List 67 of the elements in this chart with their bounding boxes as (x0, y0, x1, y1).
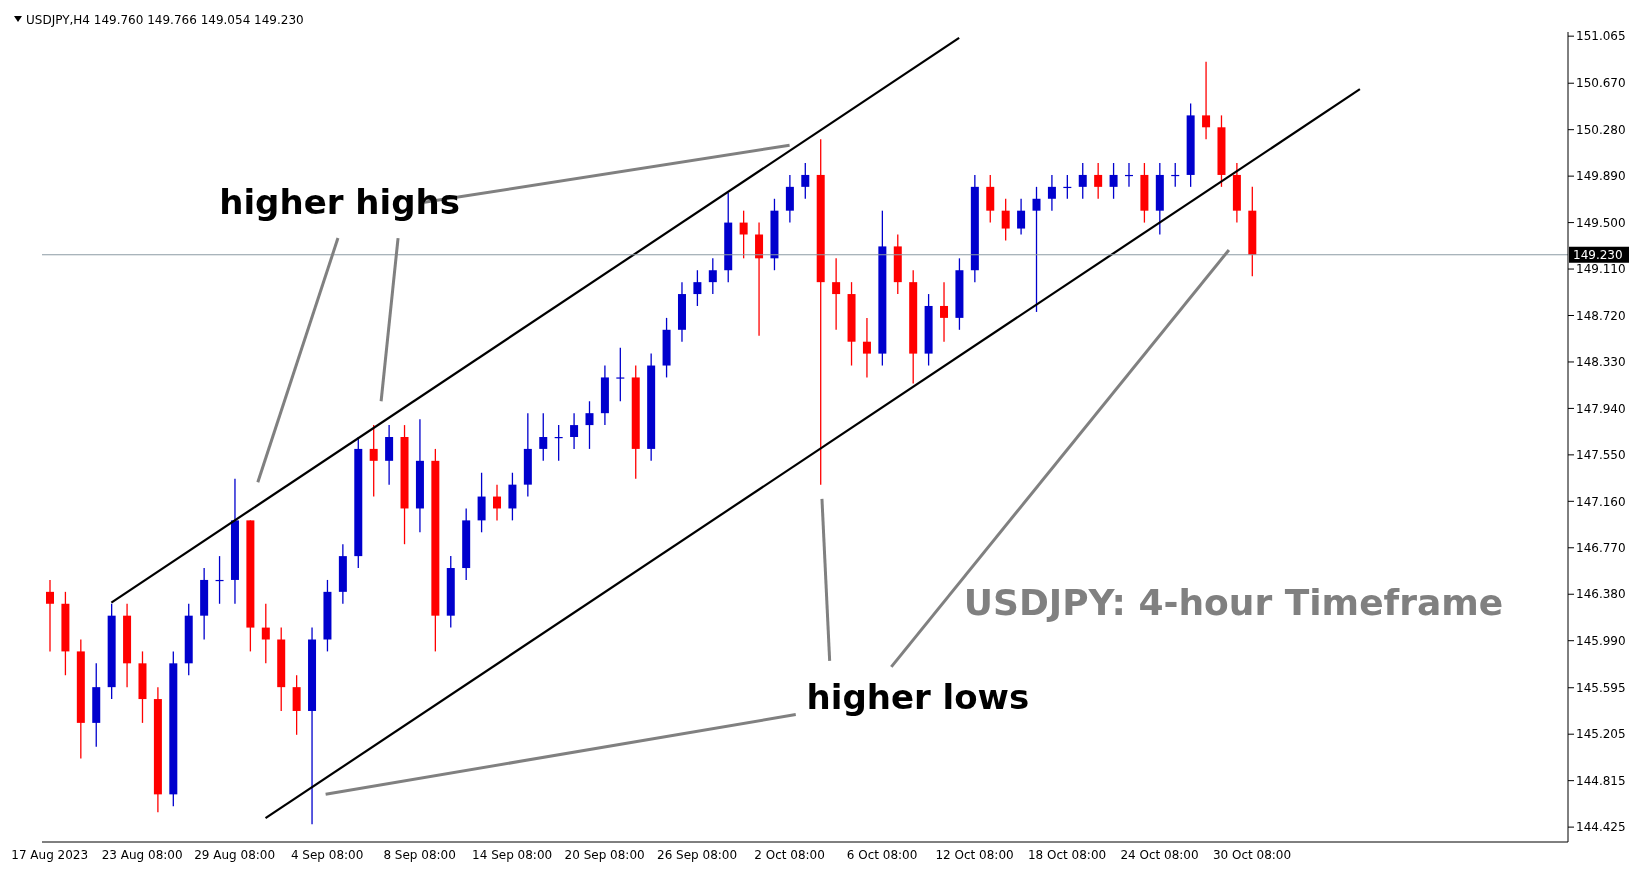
x-tick-label: 24 Oct 08:00 (1120, 847, 1199, 862)
candlestick (46, 579, 54, 653)
y-tick-label: 149.110 (1576, 262, 1626, 277)
candlestick (862, 317, 871, 379)
y-tick-label: 145.595 (1576, 681, 1626, 695)
x-tick-label: 26 Sep 08:00 (657, 847, 738, 862)
candlestick (570, 412, 579, 450)
y-tick-label: 149.500 (1576, 215, 1626, 230)
candlestick (708, 257, 717, 295)
y-tick-label: 150.670 (1576, 76, 1626, 91)
x-tick-label: 6 Oct 08:00 (846, 847, 918, 862)
x-tick-label: 4 Sep 08:00 (290, 847, 364, 862)
candlestick (261, 603, 270, 664)
ref-line-label: 149.230 (1573, 247, 1623, 262)
y-tick-label: 144.815 (1576, 773, 1626, 788)
candlestick (986, 174, 995, 224)
y-tick-label: 149.890 (1576, 169, 1626, 184)
x-tick-label: 8 Sep 08:00 (383, 847, 456, 862)
candlestick (385, 424, 394, 486)
candlestick (585, 400, 594, 450)
chart-title: USDJPY,H4 149.760 149.766 149.054 149.230 (26, 13, 304, 27)
candlestick (755, 221, 764, 337)
candlestick (1094, 162, 1103, 200)
y-tick-label: 147.940 (1576, 401, 1626, 416)
y-tick-label: 147.550 (1576, 448, 1626, 463)
candlestick (1032, 186, 1041, 313)
y-tick-label: 145.990 (1576, 633, 1626, 648)
annotation: higher highs (219, 182, 460, 223)
y-tick-label: 151.065 (1576, 29, 1626, 44)
y-tick-label: 148.330 (1576, 355, 1626, 370)
candlestick (1001, 198, 1010, 242)
candlestick (739, 210, 748, 259)
candlestick (292, 674, 301, 736)
x-tick-label: 29 Aug 08:00 (194, 847, 276, 862)
y-tick-label: 147.160 (1576, 494, 1626, 509)
candlestick (785, 174, 794, 224)
candlestick (369, 424, 378, 498)
candlestick (477, 472, 486, 533)
candlestick (1109, 162, 1118, 200)
candlestick (693, 269, 702, 307)
y-tick-label: 146.380 (1576, 587, 1626, 602)
candlestick (1047, 174, 1056, 212)
candlestick (508, 472, 517, 522)
candlestick (1017, 198, 1026, 236)
x-tick-label: 30 Oct 08:00 (1212, 847, 1292, 862)
candlestick (801, 162, 810, 200)
x-tick-label: 18 Oct 08:00 (1027, 847, 1107, 862)
x-tick-label: 20 Sep 08:00 (564, 847, 645, 862)
y-tick-label: 146.770 (1576, 541, 1626, 556)
y-tick-label: 150.280 (1576, 122, 1626, 137)
candlestick (539, 412, 548, 462)
x-tick-label: 12 Oct 08:00 (935, 847, 1014, 862)
x-tick-label: 14 Sep 08:00 (472, 847, 553, 862)
candlestick (832, 257, 841, 331)
x-tick-label: 17 Aug 2023 (11, 847, 89, 862)
annotation: higher lows (806, 676, 1030, 717)
x-tick-label: 23 Aug 08:00 (101, 847, 183, 862)
y-tick-label: 148.720 (1576, 308, 1626, 323)
y-tick-label: 145.205 (1576, 727, 1626, 742)
y-tick-label: 144.425 (1576, 820, 1626, 835)
annotation: USDJPY: 4-hour Timeframe (963, 582, 1504, 624)
candlestick (493, 484, 502, 522)
candlestick (616, 347, 625, 402)
candlestick (940, 281, 949, 343)
x-tick-label: 2 Oct 08:00 (754, 847, 825, 862)
candlestick (1202, 61, 1211, 140)
candlestick (1078, 162, 1087, 200)
